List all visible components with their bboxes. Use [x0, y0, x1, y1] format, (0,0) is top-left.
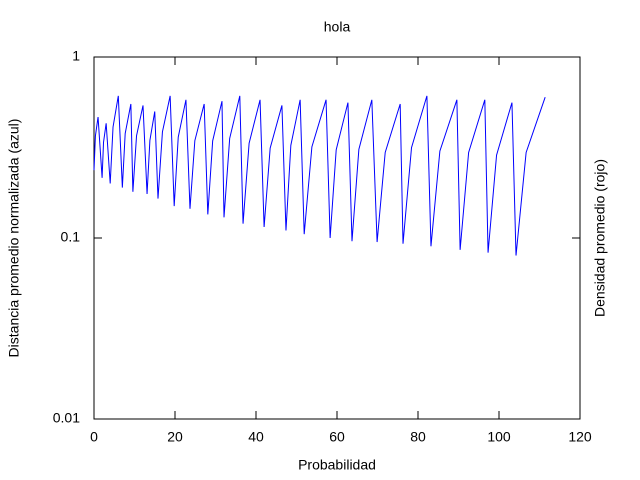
x-tick-label: 20 — [167, 429, 183, 445]
y-tick-label: 1 — [72, 48, 80, 64]
y2-axis-label: Densidad promedio (rojo) — [592, 159, 608, 317]
data-line — [93, 95, 546, 256]
x-tick-label: 80 — [410, 429, 426, 445]
x-tick-label: 100 — [487, 429, 511, 445]
x-axis-label: Probabilidad — [298, 457, 376, 473]
x-tick-label: 60 — [329, 429, 345, 445]
y-axis-label: Distancia promedio normalizada (azul) — [6, 119, 22, 358]
x-tick-label: 0 — [90, 429, 98, 445]
y-tick-label: 0.01 — [53, 410, 80, 426]
x-tick-label: 120 — [568, 429, 592, 445]
chart-title: hola — [324, 19, 351, 35]
x-tick-label: 40 — [248, 429, 264, 445]
y-tick-label: 0.1 — [61, 229, 81, 245]
